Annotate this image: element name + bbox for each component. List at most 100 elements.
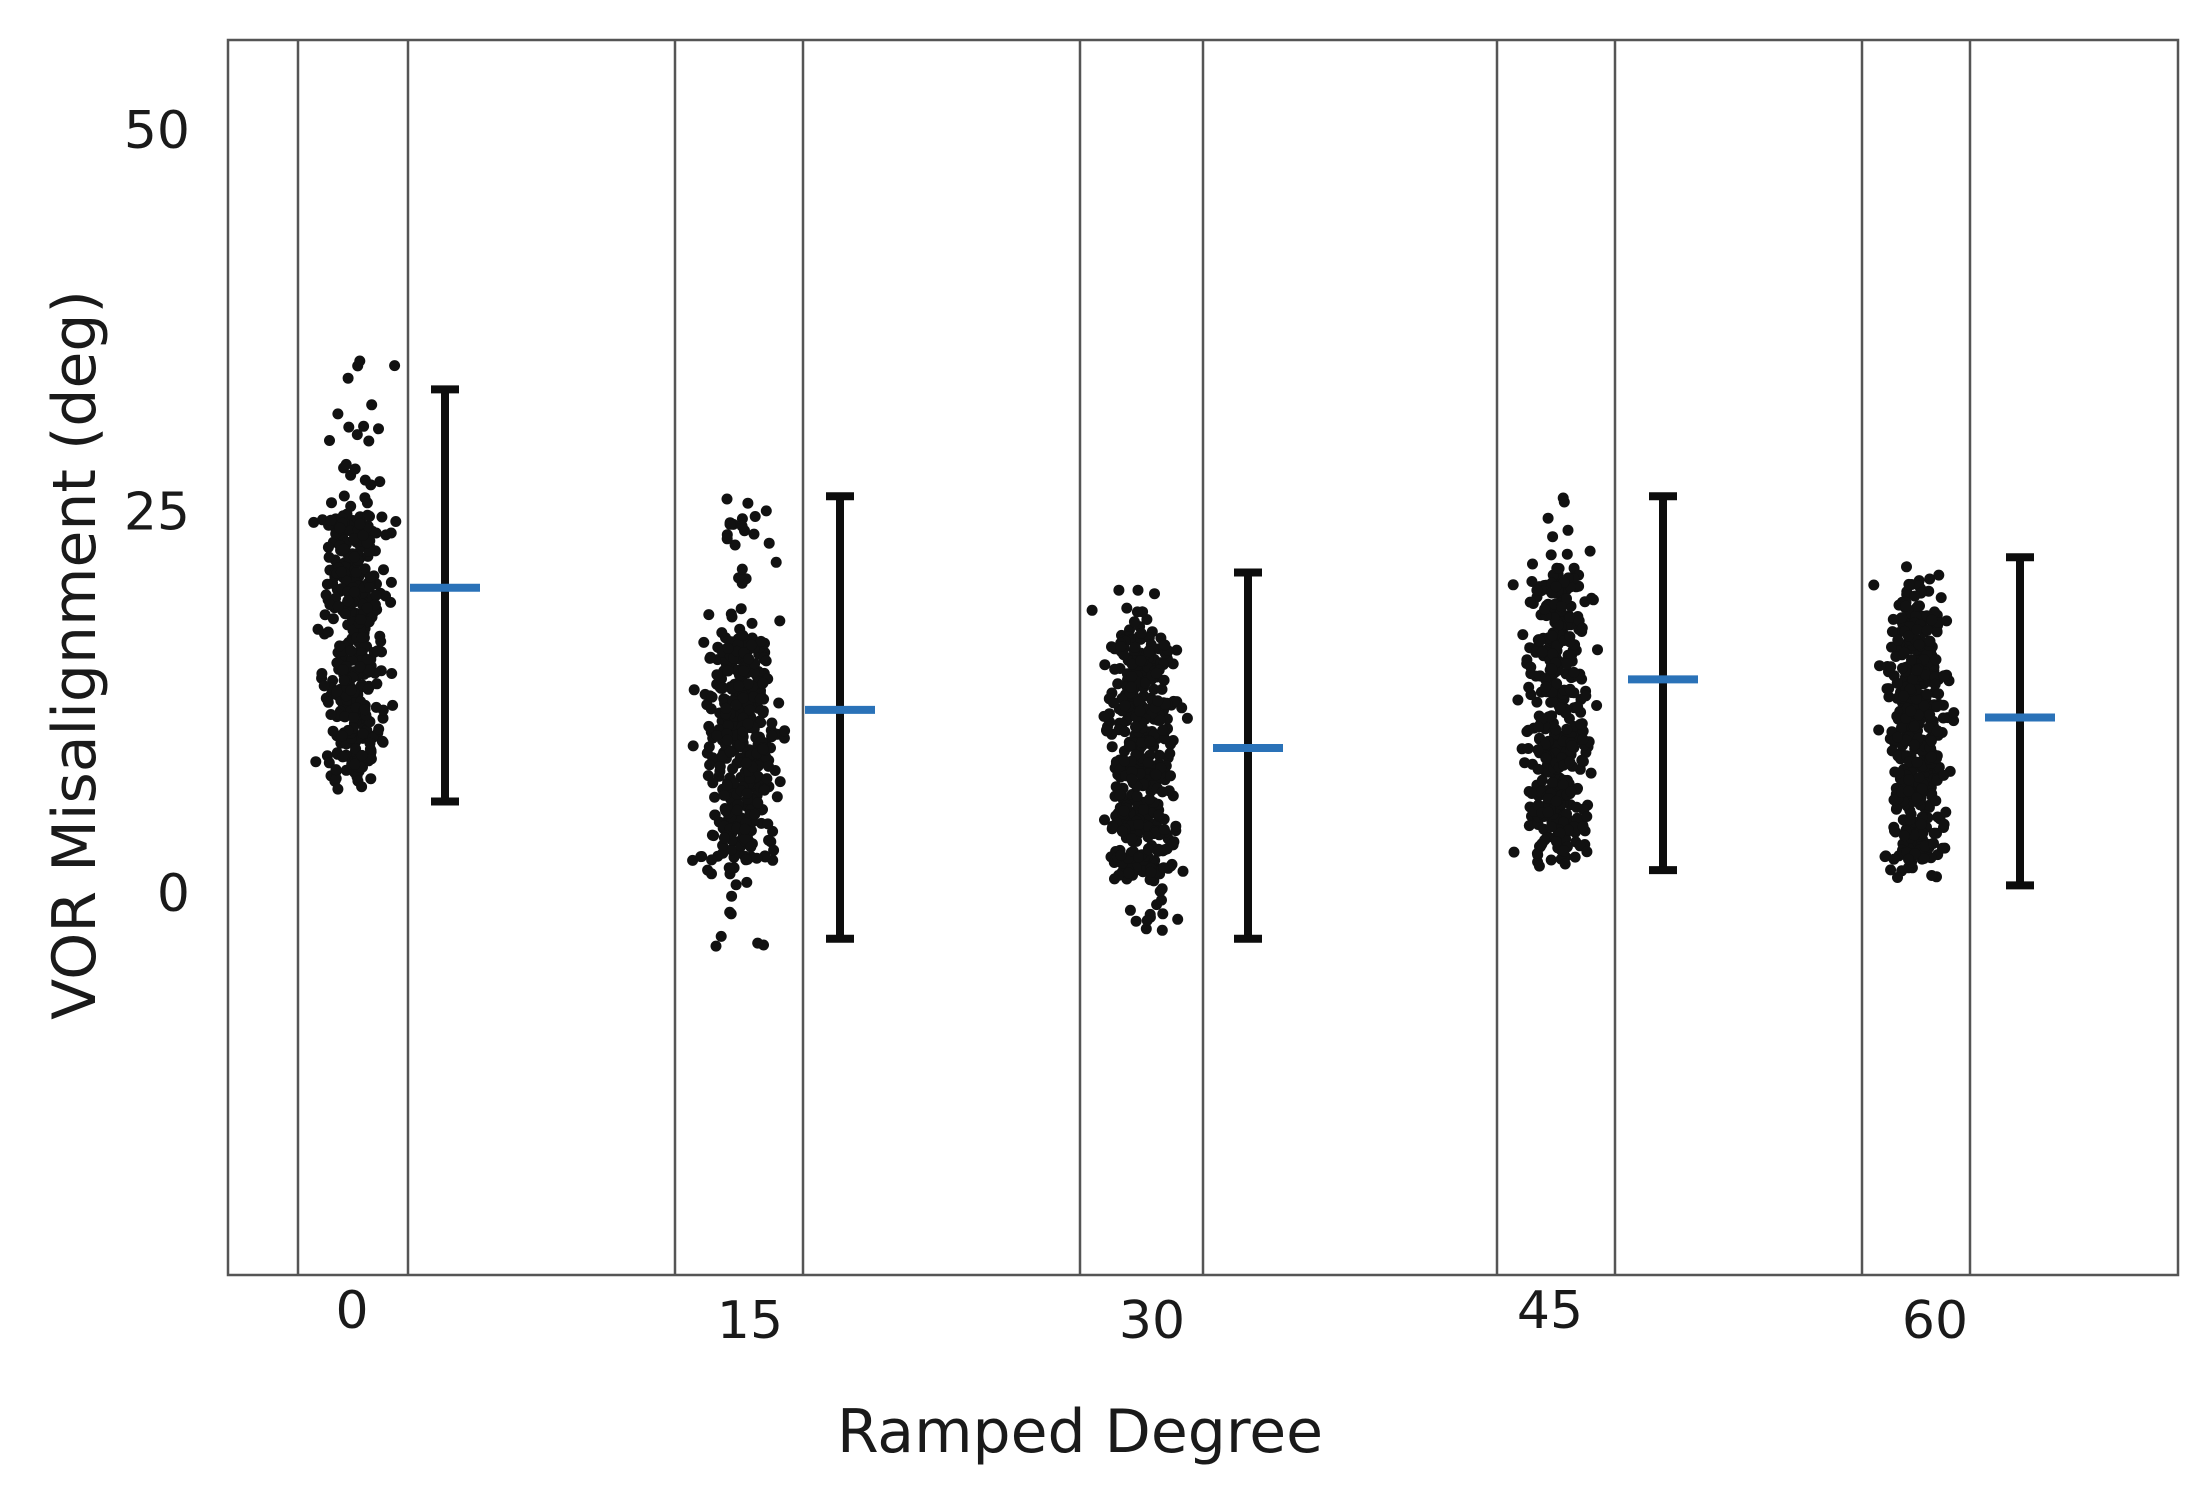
data-point xyxy=(1550,836,1562,848)
data-point xyxy=(721,493,733,505)
data-point xyxy=(336,730,348,742)
data-point xyxy=(322,626,334,638)
data-point xyxy=(722,734,733,746)
data-point xyxy=(748,528,760,540)
data-point xyxy=(721,533,733,545)
data-point xyxy=(688,684,700,696)
data-point xyxy=(1550,581,1562,593)
data-point xyxy=(1910,693,1922,705)
data-point xyxy=(725,608,737,620)
data-point xyxy=(1903,578,1915,590)
data-point xyxy=(1913,639,1925,651)
data-point xyxy=(766,717,778,729)
data-point xyxy=(1535,839,1547,851)
data-point xyxy=(1123,867,1135,879)
data-point xyxy=(771,791,783,803)
data-point xyxy=(761,773,773,785)
data-point xyxy=(317,514,328,526)
data-point xyxy=(1898,646,1910,658)
data-point xyxy=(735,603,747,615)
data-point xyxy=(340,458,352,470)
data-point xyxy=(1564,612,1576,623)
data-point xyxy=(1889,825,1900,837)
data-point xyxy=(1533,860,1545,872)
data-point xyxy=(348,586,360,598)
data-point xyxy=(743,653,755,665)
data-point xyxy=(1130,721,1141,733)
data-point xyxy=(343,421,355,433)
data-point xyxy=(1905,808,1917,820)
data-point xyxy=(1129,641,1141,653)
data-point xyxy=(1909,590,1921,602)
data-point xyxy=(330,764,342,776)
x-axis-title: Ramped Degree xyxy=(837,1397,1323,1467)
data-point xyxy=(1133,851,1144,863)
data-point xyxy=(1176,702,1188,714)
data-point xyxy=(324,599,336,611)
data-point xyxy=(378,564,389,576)
data-point xyxy=(1126,833,1138,845)
data-point xyxy=(1531,584,1543,596)
data-point xyxy=(757,743,769,755)
data-point xyxy=(1891,677,1903,689)
data-point xyxy=(1892,872,1903,883)
data-point xyxy=(385,596,397,608)
data-point xyxy=(1562,524,1574,536)
data-point xyxy=(1164,748,1176,759)
data-point xyxy=(758,784,770,796)
data-point xyxy=(1159,733,1171,745)
data-point xyxy=(733,680,745,692)
data-point xyxy=(1171,644,1183,656)
data-point xyxy=(1564,683,1576,695)
data-point xyxy=(1131,606,1143,618)
data-point xyxy=(722,720,734,731)
data-point xyxy=(1921,688,1933,700)
data-point xyxy=(1577,733,1589,745)
data-point xyxy=(349,463,361,475)
data-point xyxy=(371,645,383,657)
data-point xyxy=(1547,531,1559,543)
data-point xyxy=(335,566,347,578)
data-point xyxy=(718,789,730,801)
data-point xyxy=(310,756,322,768)
data-point xyxy=(709,791,721,803)
data-point xyxy=(1911,624,1923,636)
data-point xyxy=(1144,793,1156,805)
data-point xyxy=(1526,576,1538,587)
data-point xyxy=(720,805,732,817)
data-point xyxy=(1907,673,1919,685)
data-point xyxy=(1931,725,1943,737)
data-point xyxy=(736,520,748,532)
data-point xyxy=(768,844,780,856)
data-point xyxy=(1142,844,1154,856)
data-point xyxy=(373,723,385,735)
x-tick-label: 30 xyxy=(1119,1291,1185,1351)
data-point xyxy=(1118,755,1130,767)
data-point xyxy=(1536,713,1548,725)
data-point xyxy=(1508,846,1520,858)
data-point xyxy=(1109,663,1121,675)
data-point xyxy=(1142,757,1154,768)
data-point xyxy=(337,751,349,763)
data-point xyxy=(1128,616,1140,628)
data-point xyxy=(1119,726,1131,738)
data-point xyxy=(1108,697,1119,709)
data-point xyxy=(1892,731,1903,743)
data-point xyxy=(1928,837,1939,849)
data-point xyxy=(1931,701,1942,713)
data-point xyxy=(332,600,344,612)
data-point xyxy=(362,683,374,695)
data-point xyxy=(1564,631,1576,643)
data-point xyxy=(320,589,332,601)
data-point xyxy=(1917,827,1929,839)
data-point xyxy=(1124,740,1136,752)
data-point xyxy=(738,665,750,677)
data-point xyxy=(1517,629,1529,641)
data-point xyxy=(1101,725,1113,737)
data-point xyxy=(355,614,367,625)
data-point xyxy=(1924,573,1936,585)
data-point xyxy=(763,760,774,772)
data-point xyxy=(687,854,699,866)
data-point xyxy=(371,678,383,690)
